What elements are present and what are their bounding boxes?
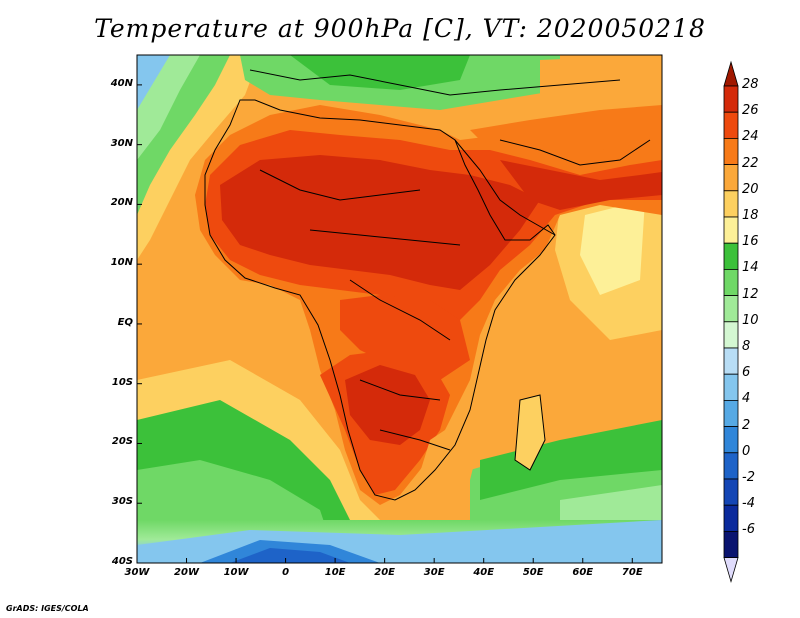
x-tick-label: 40E [473, 567, 495, 578]
colorbar-swatch [723, 216, 739, 244]
colorbar-swatch [723, 164, 739, 192]
colorbar-swatch [723, 452, 739, 480]
colorbar-label: 2 [742, 417, 751, 433]
colorbar-swatch [723, 504, 739, 532]
colorbar-swatch [723, 478, 739, 506]
colorbar-label: 26 [742, 103, 759, 119]
colorbar-swatch [723, 242, 739, 270]
colorbar-swatch [723, 137, 739, 165]
colorbar-swatch [723, 111, 739, 139]
x-tick-label: 70E [621, 567, 643, 578]
colorbar-label: -2 [742, 470, 755, 485]
colorbar-swatch [723, 321, 739, 349]
x-tick-label: 10E [324, 567, 346, 578]
colorbar-label: 4 [742, 391, 751, 407]
x-tick-label: 50E [522, 567, 544, 578]
temperature-field [137, 55, 662, 563]
colorbar-overflow-low [723, 557, 739, 584]
colorbar-swatch [723, 347, 739, 375]
colorbar-label: 24 [742, 129, 759, 145]
colorbar [723, 60, 739, 584]
colorbar-label: 18 [742, 208, 759, 223]
plot-frame [136, 54, 663, 564]
colorbar-label: 28 [742, 77, 759, 92]
y-tick-label: 40N [110, 77, 133, 89]
credit-text: GrADS: IGES/COLA [6, 604, 89, 613]
colorbar-label: -6 [742, 522, 755, 538]
colorbar-swatch [723, 190, 739, 218]
y-tick-label: 30S [111, 496, 133, 508]
colorbar-swatch [723, 373, 739, 401]
colorbar-swatch [723, 85, 739, 113]
y-tick-label: EQ [117, 316, 133, 328]
colorbar-label: 14 [742, 260, 759, 276]
chart-title: Temperature at 900hPa [C], VT: 202005021… [94, 14, 706, 43]
colorbar-label: 0 [742, 443, 751, 459]
colorbar-overflow-high [723, 60, 739, 87]
y-tick-label: 20N [110, 197, 133, 209]
coastlines [204, 69, 651, 501]
y-tick-label: 30N [110, 137, 133, 149]
colorbar-label: 20 [742, 181, 759, 197]
colorbar-swatch [723, 426, 739, 454]
y-tick-label: 10N [110, 257, 133, 269]
y-tick-label: 40S [111, 556, 133, 567]
colorbar-label: 22 [742, 155, 759, 171]
x-tick-label: 20W [174, 567, 199, 578]
colorbar-swatch [723, 295, 739, 323]
colorbar-swatch [723, 399, 739, 427]
colorbar-label: 8 [742, 339, 751, 354]
x-tick-label: 10W [223, 567, 249, 578]
axis-ticks [136, 84, 633, 564]
y-tick-label: 20S [111, 436, 133, 448]
x-tick-label: 0 [282, 567, 290, 578]
colorbar-label: -4 [742, 496, 755, 512]
x-tick-label: 20E [374, 567, 396, 578]
colorbar-swatch [723, 268, 739, 296]
x-tick-label: 60E [572, 567, 594, 578]
colorbar-label: 16 [742, 234, 759, 250]
x-tick-label: 30E [423, 567, 445, 578]
colorbar-label: 6 [742, 365, 751, 381]
colorbar-label: 12 [742, 286, 759, 302]
colorbar-label: 10 [742, 312, 759, 328]
x-tick-label: 30W [124, 567, 150, 578]
y-tick-label: 10S [111, 376, 133, 388]
colorbar-swatch [723, 531, 739, 559]
